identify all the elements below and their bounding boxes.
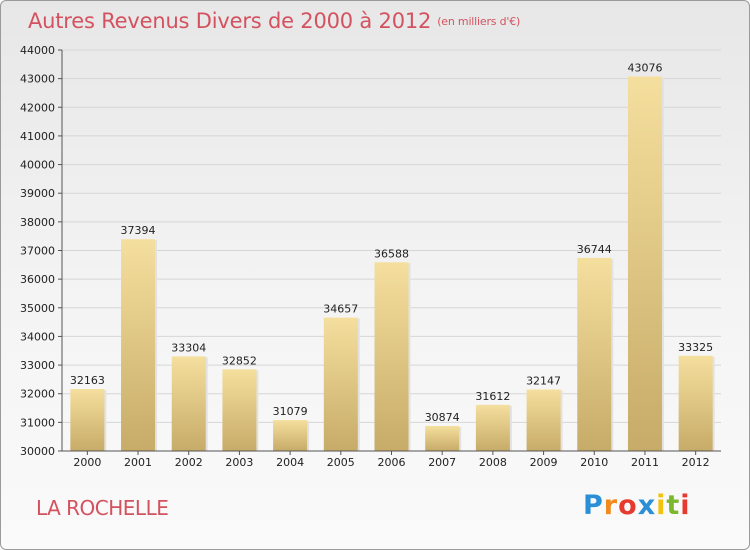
x-tick-label: 2004 — [276, 456, 304, 469]
x-tick-label: 2008 — [479, 456, 507, 469]
y-tick-label: 36000 — [20, 273, 55, 286]
value-label: 33325 — [678, 341, 713, 354]
y-tick-label: 38000 — [20, 216, 55, 229]
value-label: 36588 — [374, 247, 409, 260]
value-label: 32852 — [222, 354, 257, 367]
x-tick-labels: 2000 2001 2002 2003 2004 2005 2006 2007 2008 2009… — [73, 456, 709, 469]
chart-title: Autres Revenus Divers de 2000 à 2012 (en … — [28, 9, 520, 33]
y-tick-label: 33000 — [20, 359, 55, 372]
y-tick-label: 40000 — [20, 159, 55, 172]
value-label: 32147 — [526, 375, 561, 388]
y-tick-label: 30000 — [20, 445, 55, 458]
bar-2012 — [678, 355, 713, 451]
value-label: 31612 — [475, 390, 510, 403]
proxiti-logo: Proxiti — [583, 490, 691, 521]
bar-2009 — [526, 389, 561, 451]
x-tick-label: 2009 — [530, 456, 558, 469]
value-label: 31079 — [273, 405, 308, 418]
bar-2002 — [171, 356, 206, 451]
y-tick-label: 44000 — [20, 44, 55, 57]
bar-2004 — [273, 420, 308, 451]
value-label: 32163 — [70, 374, 105, 387]
bar-2008 — [475, 404, 510, 451]
x-tick-label: 2006 — [378, 456, 406, 469]
bar-2011 — [627, 76, 662, 451]
value-labels: 32163 37394 33304 32852 31079 34657 36588 30874… — [70, 61, 713, 424]
y-tick-label: 43000 — [20, 73, 55, 86]
logo-letter: x — [637, 490, 657, 521]
y-tick-label: 37000 — [20, 245, 55, 258]
chart-subtitle: (en milliers d'€) — [437, 15, 521, 28]
y-tick-label: 41000 — [20, 130, 55, 143]
value-label: 30874 — [425, 411, 460, 424]
y-tick-label: 31000 — [20, 416, 55, 429]
y-tick-label: 42000 — [20, 101, 55, 114]
logo-letter: r — [603, 490, 619, 521]
chart-title-main: Autres Revenus Divers de 2000 à 2012 — [28, 9, 432, 33]
value-label: 34657 — [323, 303, 358, 316]
x-tick-label: 2003 — [225, 456, 253, 469]
bar-2003 — [222, 369, 257, 451]
logo-letter: i — [680, 490, 691, 521]
value-label: 43076 — [627, 61, 662, 74]
axes — [58, 49, 721, 455]
logo-letter: o — [618, 490, 638, 521]
logo-letter: P — [583, 490, 604, 521]
value-label: 36744 — [577, 243, 612, 256]
y-tick-label: 34000 — [20, 330, 55, 343]
bars — [70, 76, 715, 451]
y-tick-label: 35000 — [20, 302, 55, 315]
bar-2000 — [70, 389, 105, 451]
y-tick-labels: 30000 31000 32000 33000 34000 35000 36000 37000… — [20, 44, 55, 458]
value-label: 33304 — [171, 341, 206, 354]
x-tick-label: 2012 — [682, 456, 710, 469]
value-label: 37394 — [121, 224, 156, 237]
y-tick-label: 39000 — [20, 187, 55, 200]
bar-2010 — [577, 257, 612, 451]
x-tick-label: 2001 — [124, 456, 152, 469]
x-tick-label: 2002 — [175, 456, 203, 469]
x-tick-label: 2011 — [631, 456, 659, 469]
bar-2007 — [425, 425, 460, 451]
city-name: LA ROCHELLE — [36, 496, 169, 520]
bar-2006 — [374, 262, 409, 451]
logo-letter: i — [656, 490, 667, 521]
logo-letter: t — [666, 490, 681, 521]
bar-2001 — [121, 239, 156, 451]
x-tick-label: 2007 — [428, 456, 456, 469]
x-tick-label: 2010 — [580, 456, 608, 469]
x-tick-label: 2000 — [73, 456, 101, 469]
y-tick-label: 32000 — [20, 388, 55, 401]
x-tick-label: 2005 — [327, 456, 355, 469]
bar-2005 — [323, 317, 358, 451]
